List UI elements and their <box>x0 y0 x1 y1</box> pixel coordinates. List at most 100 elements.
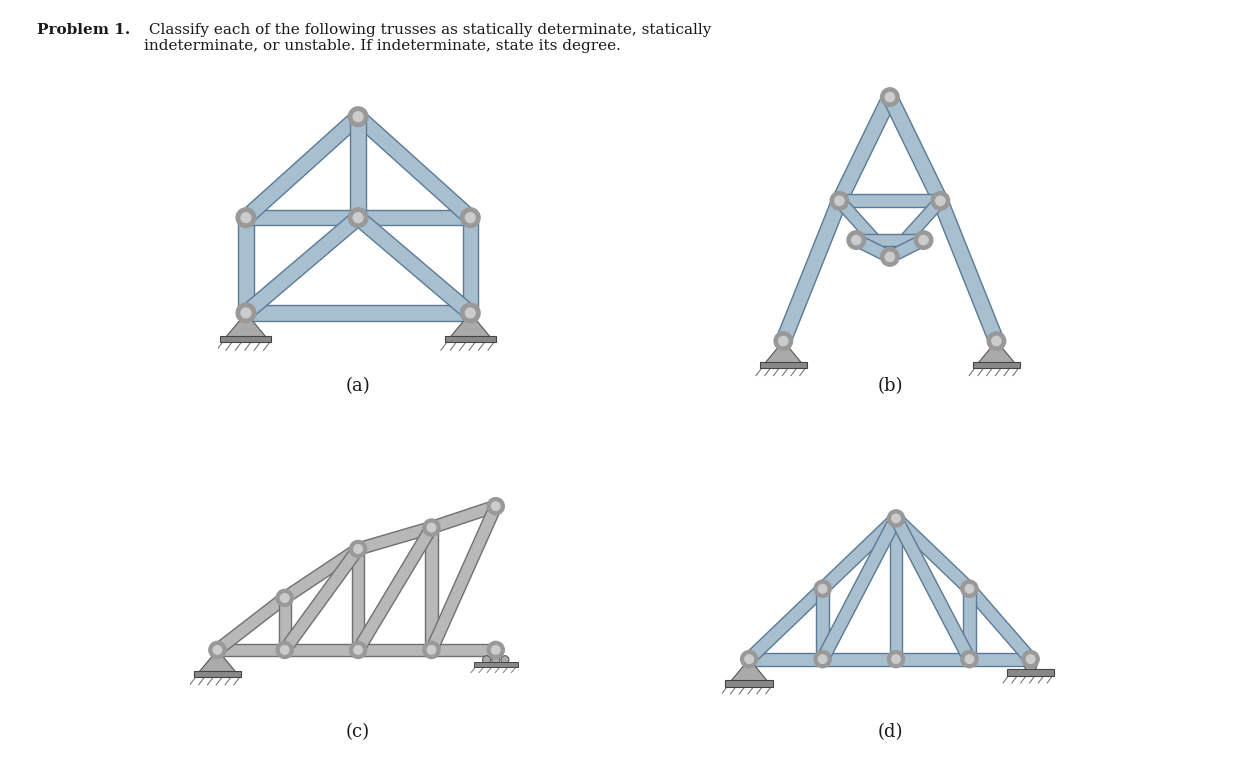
Circle shape <box>887 510 905 527</box>
Polygon shape <box>353 111 475 223</box>
Circle shape <box>348 107 368 127</box>
Text: (b): (b) <box>877 377 902 395</box>
Circle shape <box>835 196 844 205</box>
Circle shape <box>965 655 973 663</box>
Circle shape <box>281 594 290 602</box>
Polygon shape <box>285 644 358 656</box>
Circle shape <box>427 523 436 532</box>
Circle shape <box>814 651 831 668</box>
Circle shape <box>779 337 787 346</box>
Circle shape <box>353 112 363 122</box>
Polygon shape <box>451 313 490 337</box>
Circle shape <box>965 584 973 593</box>
Polygon shape <box>765 341 801 363</box>
Polygon shape <box>840 195 940 208</box>
Circle shape <box>236 303 256 323</box>
Circle shape <box>276 642 293 659</box>
Circle shape <box>213 645 222 654</box>
Polygon shape <box>280 545 363 654</box>
Circle shape <box>961 651 978 668</box>
Circle shape <box>492 645 500 654</box>
Polygon shape <box>429 500 498 533</box>
Bar <box>725 680 773 686</box>
Polygon shape <box>351 117 366 218</box>
Circle shape <box>745 655 754 663</box>
Circle shape <box>892 655 900 663</box>
Circle shape <box>349 642 367 659</box>
Bar <box>972 362 1020 368</box>
Polygon shape <box>281 544 362 603</box>
Polygon shape <box>278 598 291 650</box>
Circle shape <box>830 191 849 210</box>
Circle shape <box>885 93 895 102</box>
Circle shape <box>819 584 827 593</box>
Circle shape <box>961 581 978 598</box>
Circle shape <box>887 651 905 668</box>
Polygon shape <box>970 652 1031 665</box>
Circle shape <box>915 231 932 249</box>
Circle shape <box>349 540 367 557</box>
Polygon shape <box>978 341 1015 363</box>
Polygon shape <box>463 218 478 313</box>
Circle shape <box>353 213 363 222</box>
Polygon shape <box>745 584 827 664</box>
Bar <box>1007 669 1055 676</box>
Circle shape <box>208 642 226 659</box>
Polygon shape <box>832 93 897 205</box>
Circle shape <box>487 642 504 659</box>
Circle shape <box>881 88 899 107</box>
Bar <box>474 662 518 667</box>
Circle shape <box>885 252 895 262</box>
Circle shape <box>483 655 490 664</box>
Text: Classify each of the following trusses as statically determinate, statically
ind: Classify each of the following trusses a… <box>144 23 711 53</box>
Circle shape <box>931 191 950 210</box>
Polygon shape <box>749 652 822 665</box>
Circle shape <box>423 519 441 536</box>
Circle shape <box>992 337 1001 346</box>
Text: (d): (d) <box>877 723 902 742</box>
Polygon shape <box>816 589 829 659</box>
Text: (c): (c) <box>346 723 371 742</box>
Circle shape <box>740 651 758 668</box>
Polygon shape <box>934 198 1003 344</box>
Polygon shape <box>226 313 266 337</box>
Circle shape <box>847 231 866 249</box>
Circle shape <box>1026 655 1035 663</box>
Polygon shape <box>353 212 475 319</box>
Circle shape <box>492 655 499 664</box>
Polygon shape <box>246 210 470 225</box>
Polygon shape <box>426 527 438 650</box>
Polygon shape <box>890 516 975 662</box>
Polygon shape <box>835 197 895 261</box>
Circle shape <box>427 645 436 654</box>
Circle shape <box>1022 651 1040 668</box>
Circle shape <box>919 235 929 245</box>
Circle shape <box>774 332 792 350</box>
Circle shape <box>461 208 480 228</box>
Circle shape <box>241 308 251 318</box>
Circle shape <box>241 213 251 222</box>
Circle shape <box>466 308 475 318</box>
Circle shape <box>500 655 509 664</box>
Circle shape <box>492 502 500 510</box>
Bar <box>193 671 241 678</box>
Circle shape <box>1025 659 1037 671</box>
Polygon shape <box>854 235 892 262</box>
Polygon shape <box>885 197 945 261</box>
Bar <box>760 362 807 368</box>
Polygon shape <box>776 198 846 344</box>
Bar <box>444 336 495 343</box>
Polygon shape <box>241 212 363 319</box>
Polygon shape <box>963 589 976 659</box>
Polygon shape <box>352 549 364 650</box>
Polygon shape <box>896 652 970 665</box>
Text: (a): (a) <box>346 377 371 395</box>
Circle shape <box>354 545 362 554</box>
Circle shape <box>281 645 290 654</box>
Circle shape <box>348 208 368 228</box>
Polygon shape <box>887 235 926 262</box>
Polygon shape <box>246 305 470 320</box>
Polygon shape <box>432 644 495 656</box>
Polygon shape <box>353 524 437 653</box>
Circle shape <box>881 248 899 266</box>
